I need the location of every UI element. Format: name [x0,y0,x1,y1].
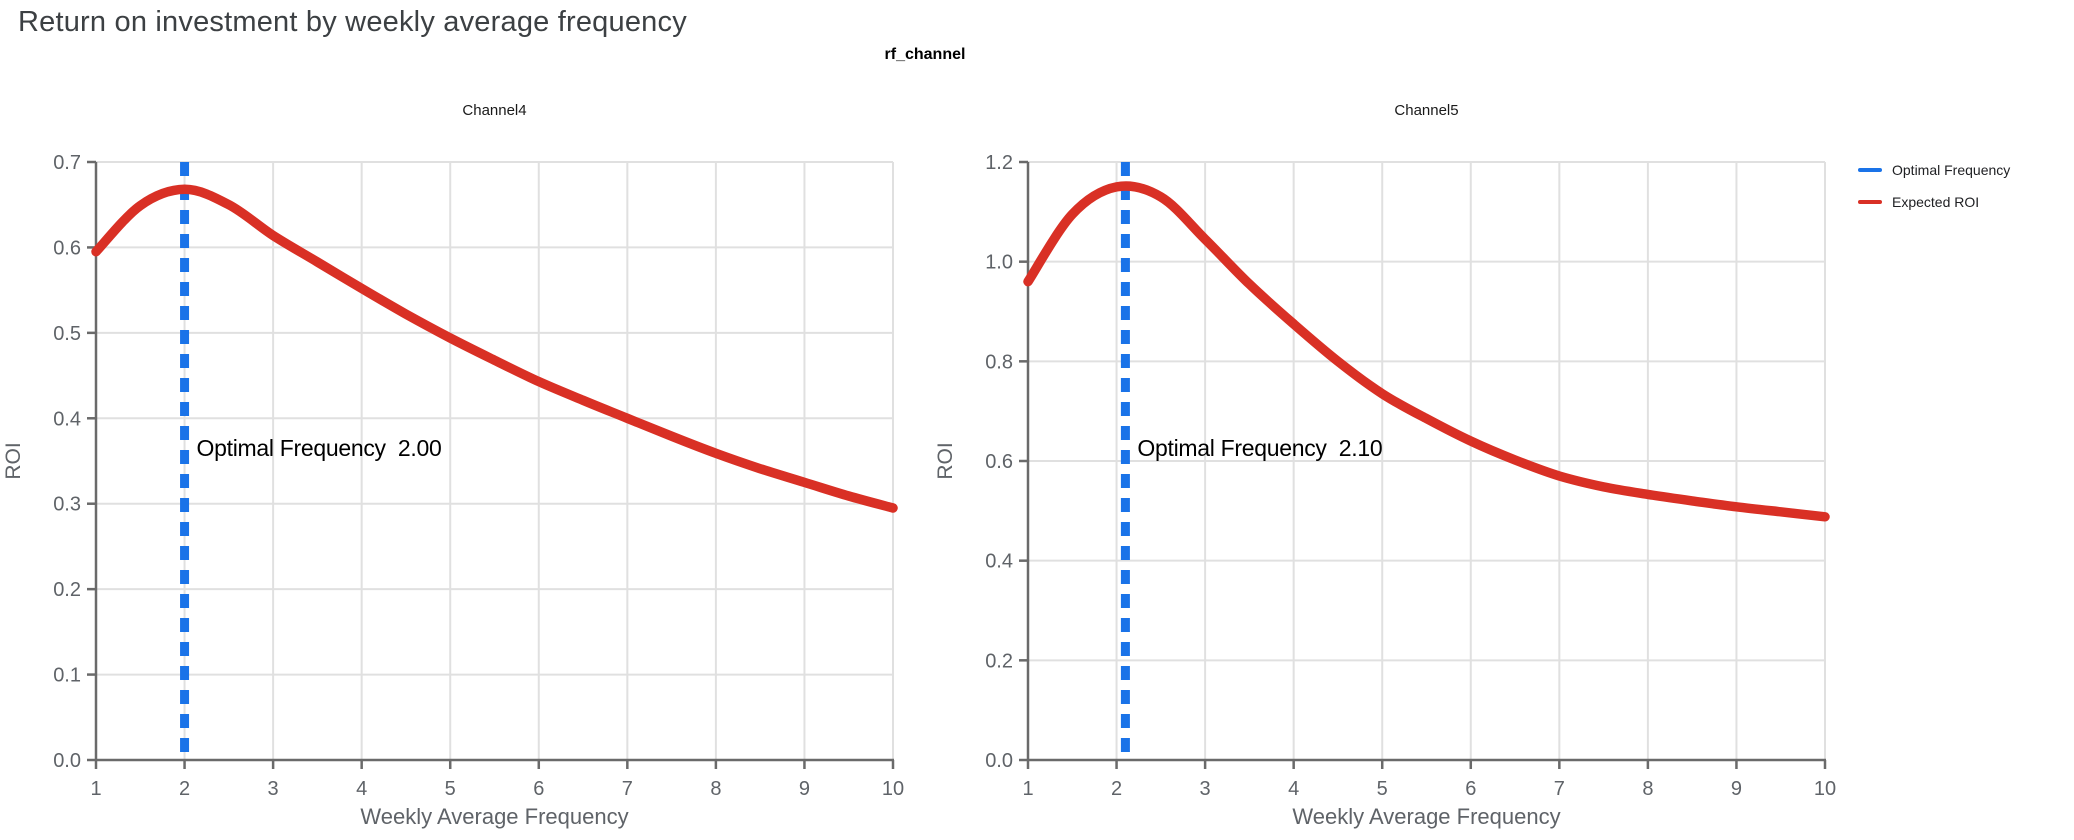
y-tick-label: 0.0 [53,750,81,772]
x-tick-label: 7 [1554,778,1565,800]
x-axis-title: Weekly Average Frequency [1292,804,1560,829]
expected-roi-legend-line-icon [1858,200,1882,204]
y-axis-title: ROI [2,442,25,479]
y-tick-label: 1.0 [985,252,1013,274]
y-tick-label: 0.7 [53,152,81,174]
y-tick-label: 0.1 [53,665,81,687]
legend-label-optimal-frequency: Optimal Frequency [1892,162,2011,178]
x-tick-label: 7 [622,778,633,800]
x-tick-label: 4 [356,778,367,800]
panel-title-channel5: Channel5 [1394,102,1459,119]
x-tick-label: 1 [1022,778,1033,800]
x-tick-label: 6 [1465,778,1476,800]
x-tick-label: 8 [1642,778,1653,800]
chart-channel5: 0.0 0.2 0.4 0.6 0.8 1.0 1.2 1 2 3 4 5 6 7 8 9 10 Weekly A… [934,152,1836,829]
legend-item-optimal-frequency: Optimal Frequency [1858,158,2010,182]
y-tick-label: 0.2 [53,579,81,601]
optimal-frequency-legend-line-icon [1858,168,1882,172]
x-tick-label: 10 [882,778,904,800]
x-tick-label: 8 [710,778,721,800]
y-tick-label: 0.0 [985,750,1013,772]
legend-label-expected-roi: Expected ROI [1892,194,1980,210]
x-tick-label: 6 [533,778,544,800]
x-tick-label: 5 [1377,778,1388,800]
panel-title-channel4: Channel4 [462,102,527,119]
y-tick-label: 0.6 [53,237,81,259]
figure-title: Return on investment by weekly average f… [18,6,687,38]
x-tick-label: 3 [268,778,279,800]
x-tick-label: 1 [90,778,101,800]
legend-item-expected-roi: Expected ROI [1858,190,2010,214]
y-tick-label: 0.4 [53,408,81,430]
facet-header: rf_channel [884,46,966,63]
optimal-frequency-annotation: Optimal Frequency 2.10 [1137,435,1382,461]
y-tick-label: 0.6 [985,451,1013,473]
x-tick-label: 9 [1731,778,1742,800]
x-tick-label: 2 [1111,778,1122,800]
y-tick-label: 0.2 [985,650,1013,672]
y-tick-label: 0.8 [985,351,1013,373]
y-tick-label: 0.3 [53,494,81,516]
expected-roi-curve [1023,181,1830,522]
x-tick-label: 4 [1288,778,1299,800]
x-tick-label: 3 [1200,778,1211,800]
chart-channel4: 0.0 0.1 0.2 0.3 0.4 0.5 0.6 0.7 1 2 3 4 5 6 7 8 9 10 Weekl… [2,152,904,829]
x-axis-title: Weekly Average Frequency [360,804,628,829]
y-tick-label: 0.4 [985,551,1013,573]
x-tick-label: 9 [799,778,810,800]
expected-roi-curve [91,184,898,513]
y-tick-label: 0.5 [53,323,81,345]
y-tick-label: 1.2 [985,152,1013,174]
x-tick-label: 10 [1814,778,1836,800]
optimal-frequency-annotation: Optimal Frequency 2.00 [197,435,442,461]
x-tick-label: 5 [445,778,456,800]
legend: Optimal Frequency Expected ROI [1858,158,2010,222]
y-axis-title: ROI [934,442,957,479]
x-tick-label: 2 [179,778,190,800]
